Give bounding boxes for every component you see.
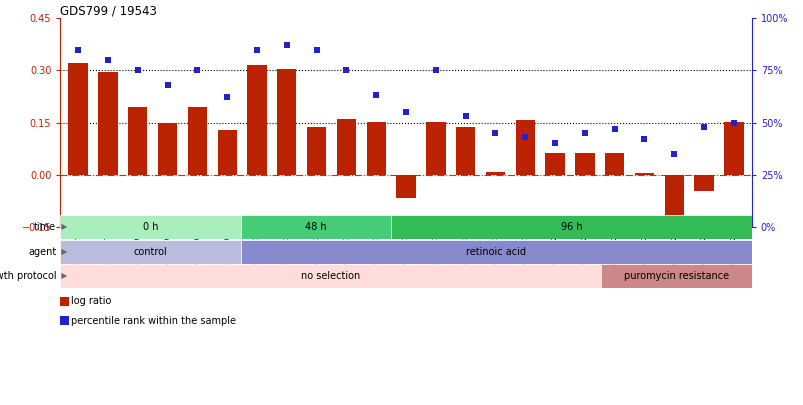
Text: 96 h: 96 h: [560, 222, 581, 232]
Bar: [157, 123, 177, 175]
Bar: [390, 215, 751, 239]
Text: ▶: ▶: [59, 271, 67, 281]
Bar: [544, 153, 564, 175]
Text: 48 h: 48 h: [304, 222, 326, 232]
Bar: [60, 264, 601, 288]
Bar: [455, 127, 475, 175]
Text: ▶: ▶: [59, 222, 67, 232]
Bar: [60, 240, 240, 264]
Bar: [98, 72, 117, 175]
Bar: [515, 120, 534, 175]
Text: ▶: ▶: [59, 247, 67, 256]
Bar: [60, 215, 240, 239]
Bar: [366, 122, 385, 175]
Bar: [396, 175, 415, 198]
Bar: [664, 175, 683, 216]
Bar: [574, 153, 593, 175]
Bar: [68, 64, 88, 175]
Text: GDS799 / 19543: GDS799 / 19543: [60, 4, 157, 17]
Bar: [724, 122, 743, 175]
Bar: [60, 297, 69, 306]
Bar: [60, 316, 69, 325]
Bar: [128, 107, 147, 175]
Text: agent: agent: [28, 247, 56, 257]
Bar: [601, 264, 751, 288]
Text: time: time: [34, 222, 56, 232]
Bar: [604, 153, 624, 175]
Bar: [485, 172, 504, 175]
Bar: [277, 68, 296, 175]
Bar: [307, 127, 326, 175]
Text: puromycin resistance: puromycin resistance: [623, 271, 728, 281]
Bar: [426, 122, 445, 175]
Bar: [240, 215, 390, 239]
Text: percentile rank within the sample: percentile rank within the sample: [71, 315, 235, 326]
Bar: [218, 130, 237, 175]
Text: log ratio: log ratio: [71, 296, 111, 307]
Bar: [336, 119, 356, 175]
Text: control: control: [133, 247, 167, 257]
Text: growth protocol: growth protocol: [0, 271, 56, 281]
Text: no selection: no selection: [301, 271, 360, 281]
Bar: [187, 107, 207, 175]
Text: 0 h: 0 h: [143, 222, 158, 232]
Bar: [240, 240, 751, 264]
Bar: [247, 65, 267, 175]
Bar: [694, 175, 713, 191]
Bar: [634, 173, 654, 175]
Text: retinoic acid: retinoic acid: [466, 247, 525, 257]
